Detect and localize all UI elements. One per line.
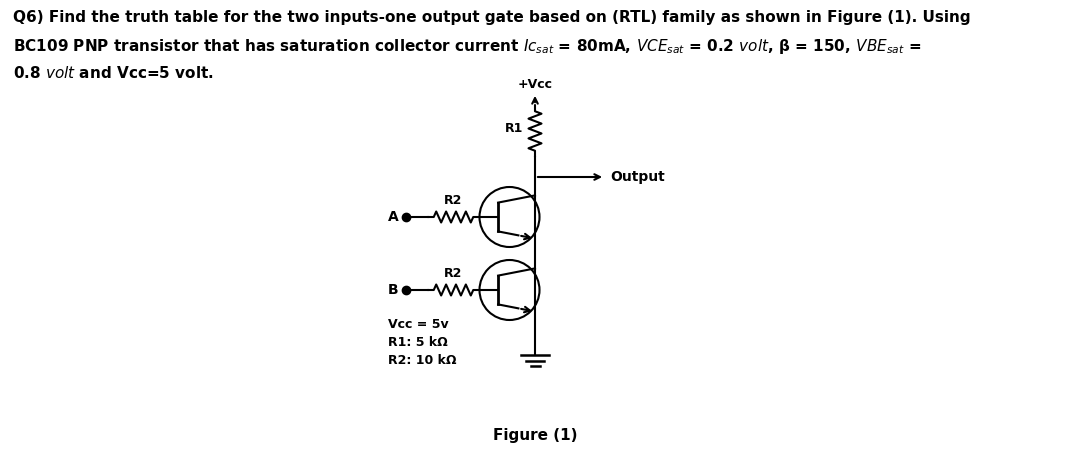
Text: Vcc = 5v
R1: 5 kΩ
R2: 10 kΩ: Vcc = 5v R1: 5 kΩ R2: 10 kΩ bbox=[387, 318, 456, 367]
Text: R2: R2 bbox=[444, 194, 463, 207]
Text: BC109 PNP transistor that has saturation collector current $\mathit{Ic}_{sat}$ =: BC109 PNP transistor that has saturation… bbox=[13, 37, 921, 56]
Text: Figure (1): Figure (1) bbox=[493, 428, 577, 443]
Text: A: A bbox=[387, 210, 398, 224]
Text: Q6) Find the truth table for the two inputs-one output gate based on (RTL) famil: Q6) Find the truth table for the two inp… bbox=[13, 10, 971, 25]
Text: 0.8 $\mathit{volt}$ and Vcc=5 volt.: 0.8 $\mathit{volt}$ and Vcc=5 volt. bbox=[13, 65, 214, 81]
Text: B: B bbox=[388, 283, 398, 297]
Text: +Vcc: +Vcc bbox=[517, 78, 553, 91]
Text: R1: R1 bbox=[505, 121, 523, 134]
Text: Output: Output bbox=[610, 170, 665, 184]
Text: R2: R2 bbox=[444, 267, 463, 280]
